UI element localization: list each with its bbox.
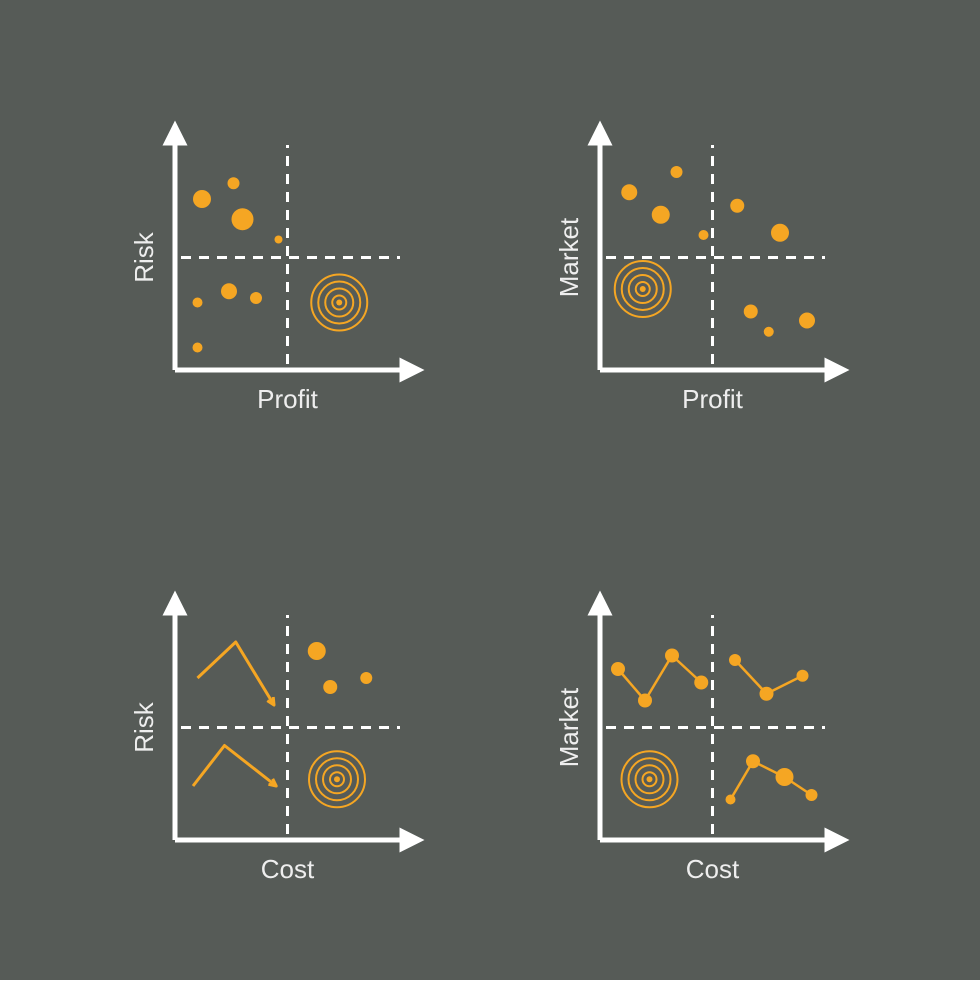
data-point bbox=[744, 305, 758, 319]
data-point bbox=[694, 676, 708, 690]
data-point bbox=[228, 177, 240, 189]
x-axis-label: Cost bbox=[686, 854, 740, 884]
data-point bbox=[726, 795, 736, 805]
data-point bbox=[638, 694, 652, 708]
data-point bbox=[232, 208, 254, 230]
x-axis-label: Profit bbox=[682, 384, 743, 414]
data-point bbox=[746, 754, 760, 768]
data-point bbox=[621, 184, 637, 200]
data-point bbox=[221, 283, 237, 299]
data-point bbox=[193, 343, 203, 353]
data-point bbox=[611, 662, 625, 676]
background bbox=[0, 0, 980, 980]
data-point bbox=[360, 672, 372, 684]
x-axis-label: Cost bbox=[261, 854, 315, 884]
data-point bbox=[323, 680, 337, 694]
data-point bbox=[250, 292, 262, 304]
data-point bbox=[797, 670, 809, 682]
data-point bbox=[729, 654, 741, 666]
data-point bbox=[671, 166, 683, 178]
y-axis-label: Risk bbox=[129, 701, 159, 753]
data-point bbox=[806, 789, 818, 801]
data-point bbox=[730, 199, 744, 213]
data-point bbox=[275, 236, 283, 244]
data-point bbox=[771, 224, 789, 242]
x-axis-label: Profit bbox=[257, 384, 318, 414]
y-axis-label: Risk bbox=[129, 231, 159, 283]
data-point bbox=[193, 190, 211, 208]
data-point bbox=[193, 298, 203, 308]
data-point bbox=[760, 687, 774, 701]
quadrant-charts-grid: Risk Profit Market Profit Risk Cost Market Cost bbox=[0, 0, 980, 980]
y-axis-label: Market bbox=[554, 687, 584, 767]
y-axis-label: Market bbox=[554, 217, 584, 297]
data-point bbox=[652, 206, 670, 224]
data-point bbox=[764, 327, 774, 337]
data-point bbox=[665, 649, 679, 663]
data-point bbox=[308, 642, 326, 660]
data-point bbox=[799, 313, 815, 329]
data-point bbox=[776, 768, 794, 786]
data-point bbox=[699, 230, 709, 240]
